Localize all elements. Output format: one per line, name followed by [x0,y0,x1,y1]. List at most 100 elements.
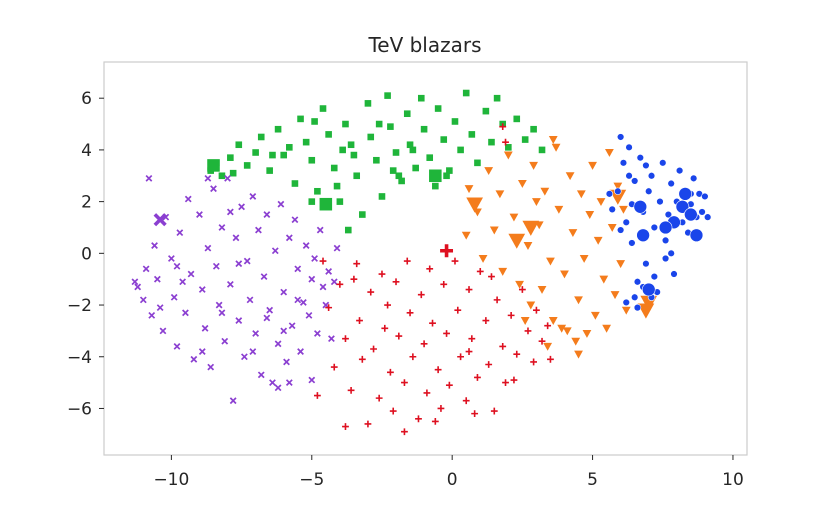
circle-point [619,159,628,167]
plus-point [471,410,479,418]
plus-point [513,350,521,358]
triangle-point [515,280,524,289]
x-point [255,226,262,234]
x-point [316,226,324,234]
x-point [263,211,271,218]
x-point [297,348,304,355]
circle-point [661,236,670,245]
x-point [212,262,220,270]
square-point [468,131,476,138]
square-point [530,125,537,133]
triangle-point [526,301,536,310]
x-point [210,185,217,193]
square-point [367,133,375,141]
triangle-point [568,229,578,238]
square-point [280,151,288,159]
triangle-point [582,329,592,338]
plus-point [429,319,436,327]
plus-point [502,379,509,387]
x-point [263,314,271,322]
plus-point [384,301,391,309]
triangle-point [548,136,558,144]
x-point [285,379,293,387]
plus-point [375,394,383,402]
plot-area-frame [103,61,748,456]
square-point [387,123,394,130]
x-point [187,270,195,278]
square-point [342,120,349,128]
plus-point [434,366,442,374]
circle-point [642,161,650,170]
square-point [462,89,470,97]
plus-point [451,257,459,265]
square-point [243,162,251,169]
triangle-point [520,317,530,325]
plus-point [401,379,408,387]
triangle-point [548,317,558,325]
x-point [198,348,206,355]
circle-point [667,179,675,188]
plus-point [356,317,363,324]
plus-point [507,311,515,319]
circle-point [659,159,667,167]
x-tick-label: 10 [722,470,744,490]
plus-point [437,405,445,412]
circle-point [645,187,653,195]
plus-point [403,257,411,265]
x-point [201,324,209,332]
x-point [167,255,175,262]
circle-point [625,143,633,152]
plus-point [488,273,495,280]
triangle-point [546,257,555,266]
plus-point [426,265,434,273]
square-point [482,107,490,115]
triangle-point [529,161,539,170]
y-tick-label: −4 [67,348,92,368]
x-point [170,293,178,301]
plus-point [392,278,400,286]
plus-point [336,280,344,288]
square-point [207,159,220,172]
square-point [308,198,316,205]
x-point [246,296,254,304]
triangle-point [579,254,589,263]
circle-point [614,187,622,195]
x-point [224,174,231,182]
square-point [378,193,386,200]
x-point [313,330,321,337]
square-point [409,146,417,154]
plus-point [533,306,540,314]
square-point [429,169,442,183]
x-point [131,278,139,286]
circle-point [630,177,639,185]
plus-point [493,296,501,304]
square-point [505,144,512,151]
plus-point [474,374,481,381]
triangle-point [621,306,631,315]
square-point [359,211,366,218]
x-tick-label: −10 [153,470,189,490]
plus-point [342,423,349,430]
x-point [238,203,245,211]
square-point [474,159,481,167]
square-point [538,146,546,154]
triangle-point [619,205,628,214]
square-point [392,149,400,156]
square-point [417,94,425,102]
plus-point [454,306,462,314]
y-tick-label: −6 [67,399,92,419]
square-point [513,115,521,123]
plus-point [401,428,408,436]
square-point [403,110,411,118]
x-point [145,174,153,182]
plus-point [367,288,375,296]
x-point [333,244,341,252]
x-point [280,288,288,296]
x-point [173,343,181,350]
triangle-point [574,350,583,359]
plus-point [445,381,453,389]
x-point [325,268,333,275]
x-point [207,363,215,371]
square-point [493,94,501,102]
square-point [339,146,346,154]
